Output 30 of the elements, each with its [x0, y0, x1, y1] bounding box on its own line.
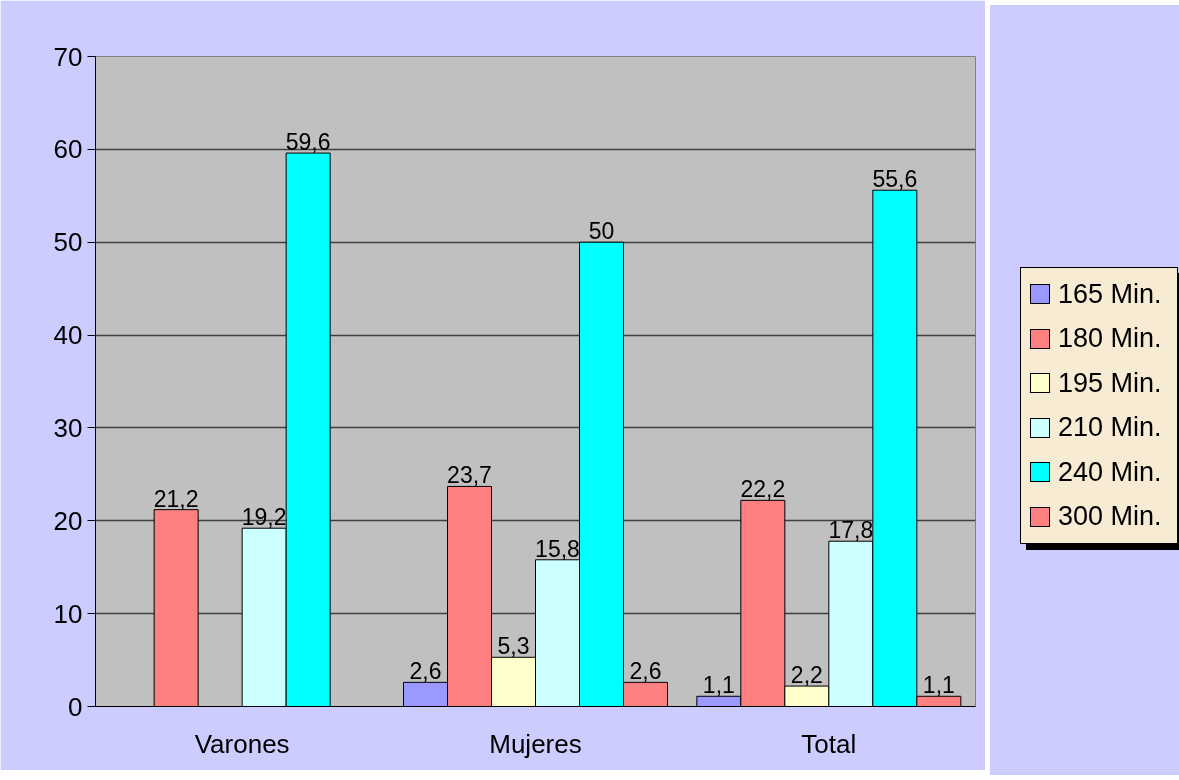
data-label: 2,6: [409, 658, 442, 685]
data-label: 22,2: [740, 476, 786, 503]
legend-label: 240 Min.: [1058, 455, 1162, 489]
x-tick-label: Varones: [194, 728, 290, 759]
y-tick-label: 40: [53, 320, 83, 351]
y-tick-label: 20: [53, 505, 83, 536]
legend-label: 180 Min.: [1058, 322, 1162, 356]
x-tick-label: Mujeres: [489, 728, 582, 759]
data-label: 1,1: [922, 672, 955, 699]
legend-label: 300 Min.: [1058, 500, 1162, 534]
legend-label: 195 Min.: [1058, 366, 1162, 400]
y-tick-label: 30: [53, 412, 83, 443]
y-tick-label: 60: [53, 134, 83, 165]
data-label: 2,6: [629, 658, 662, 685]
x-tick-label: Total: [801, 728, 857, 759]
y-tick-label: 10: [53, 598, 83, 629]
data-label: 2,2: [790, 662, 823, 689]
data-label: 21,2: [153, 485, 199, 512]
data-label: 23,7: [447, 462, 492, 489]
legend-label: 165 Min.: [1058, 277, 1162, 311]
data-label: 5,3: [497, 633, 530, 660]
data-label: 50: [588, 218, 615, 245]
y-tick-label: 0: [68, 691, 83, 722]
data-label: 15,8: [535, 535, 580, 562]
data-label: 55,6: [872, 166, 918, 193]
data-label: 59,6: [285, 129, 331, 156]
y-tick-label: 70: [53, 41, 83, 72]
data-label: 1,1: [702, 672, 735, 699]
y-tick-label: 50: [53, 227, 83, 258]
legend-label: 210 Min.: [1058, 411, 1162, 445]
